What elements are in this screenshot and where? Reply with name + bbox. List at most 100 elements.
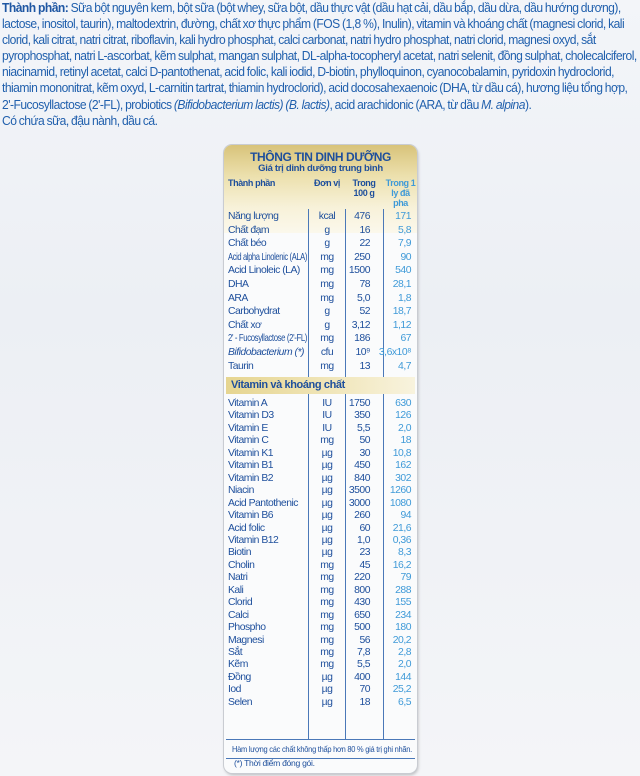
- ingredients-segment: (Bifidobacterium lactis) (B. lactis): [173, 97, 330, 112]
- nutrient-unit: mg: [320, 609, 334, 621]
- nutrition-row: Calci mg 650 234: [224, 610, 417, 623]
- nutrient-unit: µg: [321, 671, 333, 683]
- nutrient-name: Sắt: [228, 647, 243, 658]
- nutrient-name: Kẽm: [228, 659, 248, 671]
- nutrient-unit: µg: [321, 460, 333, 472]
- nutrient-perCup: 18: [400, 435, 411, 447]
- nutrition-row: Vitamin B2 µg 840 302: [224, 473, 417, 486]
- nutrient-per100: 1750: [348, 398, 371, 409]
- nutrient-perCup: 1080: [389, 497, 412, 509]
- nutrient-perCup: 162: [395, 460, 411, 472]
- nutrient-perCup: 2,8: [398, 647, 411, 658]
- nutrient-unit: µg: [321, 547, 333, 559]
- nutrient-unit: mg: [320, 597, 334, 609]
- nutrient-unit: mg: [320, 572, 334, 584]
- nutrient-name: Vitamin C: [228, 435, 269, 447]
- nutrient-perCup: 4,7: [398, 360, 411, 372]
- nutrient-perCup: 10,8: [392, 447, 412, 459]
- packing-footnote: (*) Thời điểm đóng gói.: [234, 758, 315, 768]
- nutrient-per100: 23: [359, 547, 370, 559]
- nutrient-unit: µg: [321, 696, 333, 708]
- nutrient-perCup: 155: [395, 597, 411, 609]
- nutrient-perCup: 630: [395, 398, 411, 409]
- nutrition-row: Biotin µg 23 8,3: [224, 547, 417, 560]
- nutrient-name: Biotin: [228, 547, 252, 559]
- nutrient-name: Vitamin A: [228, 398, 268, 409]
- nutrient-per100: 30: [359, 447, 370, 459]
- column-header-per-cup: Trong 1 ly đã pha: [385, 178, 416, 208]
- nutrition-row: Cholin mg 45 16,2: [224, 560, 417, 573]
- nutrient-per100: 52: [359, 306, 370, 318]
- nutrient-unit: µg: [321, 534, 333, 546]
- nutrient-per100: 5,0: [357, 292, 370, 304]
- column-header-per100: Trong 100 g: [352, 178, 376, 198]
- nutrient-name: Calci: [228, 609, 249, 621]
- nutrient-name: Natri: [228, 572, 248, 584]
- nutrient-perCup: 67: [400, 333, 411, 345]
- nutrient-perCup: 25,2: [392, 684, 412, 696]
- nutrient-per100: 220: [354, 572, 370, 584]
- nutrient-unit: µg: [321, 522, 333, 534]
- nutrient-per100: 430: [354, 597, 370, 609]
- nutrient-name: Carbohydrat: [228, 306, 280, 318]
- ingredients-segment: Sữa bột nguyên kem, bột sữa (bột whey, s…: [2, 1, 637, 112]
- column-header-name: Thành phần: [228, 178, 275, 188]
- nutrient-per100: 1,0: [357, 534, 370, 546]
- nutrient-name: Acid alpha Linolenic (ALA): [228, 251, 307, 263]
- nutrient-perCup: 540: [395, 265, 411, 277]
- nutrient-unit: mg: [320, 659, 334, 671]
- nutrient-name: Clorid: [228, 597, 253, 609]
- nutrition-row: Acid Pantothenic µg 3000 1080: [224, 498, 417, 511]
- nutrition-row: Niacin µg 3500 1260: [224, 485, 417, 498]
- nutrient-name: Vitamin B1: [228, 460, 274, 472]
- nutrient-perCup: 3,6x10⁸: [378, 347, 412, 358]
- nutrition-row: Năng lượng kcal 476 171: [224, 211, 417, 224]
- nutrient-per100: 5,5: [357, 422, 370, 434]
- nutrient-unit: mg: [320, 584, 334, 596]
- nutrient-per100: 78: [359, 279, 370, 290]
- nutrient-perCup: 16,2: [392, 559, 412, 571]
- nutrient-unit: mg: [320, 559, 334, 571]
- column-divider: [383, 209, 384, 739]
- nutrition-row: Phospho mg 500 180: [224, 622, 417, 635]
- nutrient-unit: µg: [321, 497, 333, 509]
- nutrient-unit: mg: [320, 265, 334, 277]
- nutrition-row: Magnesi mg 56 20,2: [224, 635, 417, 648]
- ingredients-segment: ).: [524, 97, 532, 112]
- nutrient-name: Vitamin B2: [228, 472, 274, 484]
- nutrient-name: Taurin: [228, 360, 254, 372]
- nutrient-perCup: 18,7: [392, 306, 412, 318]
- nutrient-perCup: 7,9: [398, 238, 411, 250]
- nutrient-perCup: 171: [395, 211, 411, 222]
- nutrition-row: Vitamin B1 µg 450 162: [224, 460, 417, 473]
- nutrient-unit: mg: [320, 634, 334, 646]
- nutrient-unit: µg: [321, 472, 333, 484]
- nutrient-name: Vitamin D3: [228, 410, 274, 422]
- nutrient-per100: 400: [354, 671, 370, 683]
- nutrient-name: Kali: [228, 584, 244, 596]
- content-footnote: Hàm lượng các chất không thấp hơn 80 % g…: [226, 739, 415, 759]
- nutrition-subtitle: Giá trị dinh dưỡng trung bình: [258, 163, 383, 174]
- vitamin-section-header: Vitamin và khoáng chất: [226, 377, 415, 394]
- nutrient-per100: 50: [359, 435, 370, 447]
- nutrient-per100: 350: [354, 410, 370, 422]
- nutrition-facts-panel: THÔNG TIN DINH DƯỠNG Giá trị dinh dưỡng …: [224, 145, 417, 773]
- nutrient-name: Chất đạm: [228, 224, 270, 236]
- nutrient-per100: 450: [354, 460, 370, 472]
- nutrient-perCup: 1,12: [392, 319, 412, 331]
- nutrient-name: Magnesi: [228, 634, 264, 646]
- nutrient-perCup: 1260: [389, 485, 412, 497]
- nutrient-unit: g: [324, 306, 330, 318]
- nutrient-per100: 45: [359, 559, 370, 571]
- nutrient-unit: mg: [320, 647, 334, 658]
- nutrient-per100: 18: [359, 696, 370, 708]
- nutrient-name: Selen: [228, 696, 253, 708]
- nutrition-row: Kali mg 800 288: [224, 585, 417, 598]
- nutrient-per100: 60: [359, 522, 370, 534]
- nutrient-perCup: 1,8: [398, 292, 411, 304]
- nutrient-name: Iod: [228, 684, 241, 696]
- ingredients-segment: M. alpina: [481, 97, 525, 112]
- nutrient-per100: 16: [359, 224, 370, 236]
- nutrition-row: Đồng µg 400 144: [224, 672, 417, 685]
- nutrient-unit: mg: [320, 435, 334, 447]
